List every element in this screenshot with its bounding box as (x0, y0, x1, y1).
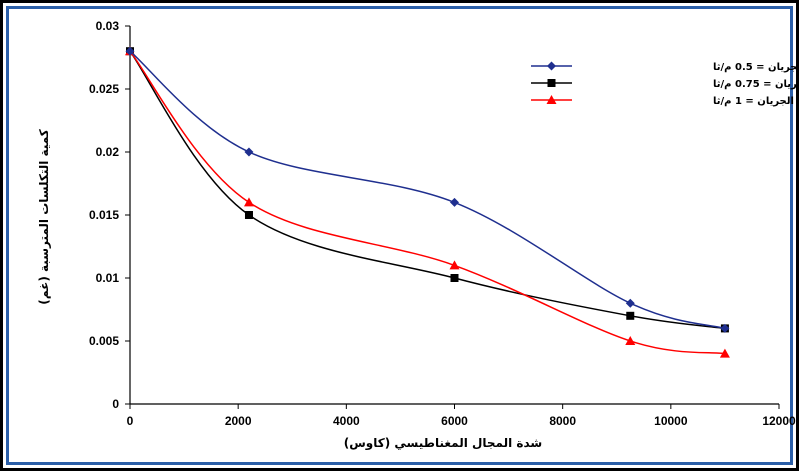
series-3-point (449, 260, 460, 270)
legend-label: سرعة الجريان = 0.5 م/ثا (713, 62, 799, 73)
x-tick-label: 2000 (225, 414, 252, 428)
x-tick-label: 4000 (333, 414, 360, 428)
tick-labels: 0 0.005 0.01 0.015 0.02 0.025 0.03 0 2000 4000 600… (89, 19, 796, 428)
y-axis-title: كمية التكلسات المترسبة (غم) (37, 129, 51, 305)
legend-marker (547, 61, 556, 71)
series-layer (125, 46, 730, 358)
series-2-point (450, 274, 459, 282)
y-tick-label: 0.01 (96, 271, 120, 285)
x-axis-title: شدة المجال المغناطيسي (كاوس) (344, 436, 542, 451)
series-1-point (244, 147, 254, 157)
x-tick-label: 0 (127, 414, 134, 428)
legend-marker (547, 79, 556, 87)
legend-label: سرعة الجريان = 1 م/ثا (713, 96, 799, 107)
x-tick-label: 10000 (654, 414, 688, 428)
series-2-line (129, 50, 725, 330)
legend-marker (546, 95, 557, 104)
y-tick-label: 0 (112, 397, 119, 411)
series-1 (125, 46, 730, 333)
series-2 (126, 47, 729, 333)
x-tick-label: 6000 (441, 414, 468, 428)
series-2-point (626, 311, 635, 320)
series-3-point (243, 197, 254, 207)
y-tick-label: 0.015 (89, 208, 119, 222)
y-tick-label: 0.005 (89, 334, 119, 348)
series-1-point (450, 197, 459, 207)
series-3 (125, 46, 730, 358)
series-1-line (129, 50, 726, 330)
legend-item-2: سرعة الجريان = 0.75 م/ثا (531, 79, 799, 90)
series-1-point (125, 46, 135, 56)
series-3-point (719, 348, 730, 358)
y-tick-label: 0.02 (96, 145, 120, 159)
legend: سرعة الجريان = 0.5 م/ثا سرعة الجريان = 0.… (531, 61, 799, 107)
x-tick-label: 12000 (762, 414, 796, 428)
series-3-point (625, 336, 636, 345)
series-2-point (244, 211, 253, 219)
series-3-line (129, 50, 725, 355)
series-1-point (720, 323, 730, 333)
x-tick-label: 8000 (549, 414, 576, 428)
legend-item-3: سرعة الجريان = 1 م/ثا (531, 95, 799, 107)
legend-item-1: سرعة الجريان = 0.5 م/ثا (531, 61, 799, 73)
y-tick-label: 0.025 (89, 82, 119, 96)
legend-label: سرعة الجريان = 0.75 م/ثا (713, 79, 799, 90)
line-chart: 0 0.005 0.01 0.015 0.02 0.025 0.03 0 2000 4000 600… (37, 19, 799, 451)
series-1-point (625, 298, 635, 308)
y-tick-label: 0.03 (96, 19, 120, 33)
axes (125, 25, 780, 409)
